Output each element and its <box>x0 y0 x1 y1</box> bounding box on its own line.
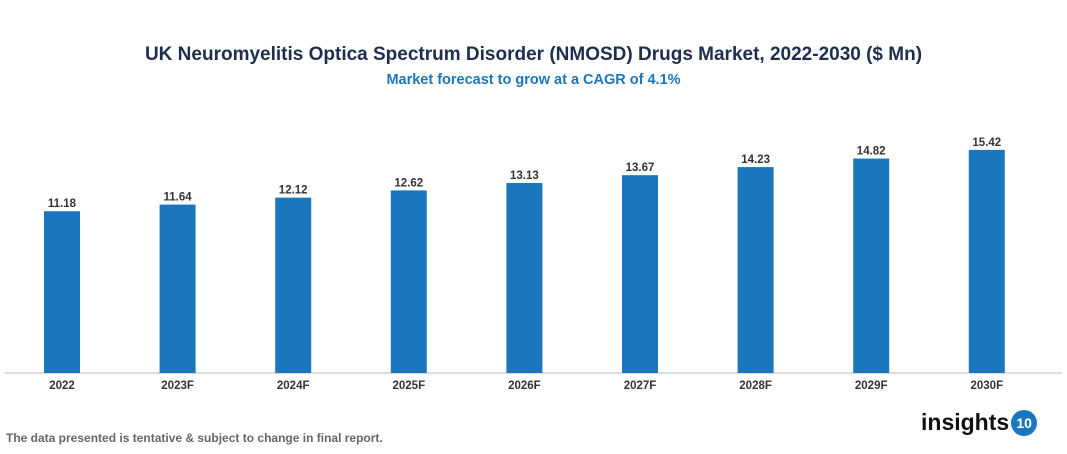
bar-2030F <box>968 149 1005 373</box>
x-tick-label-2028F: 2028F <box>739 380 772 392</box>
data-label-2022: 11.18 <box>48 198 77 210</box>
logo-badge: 10 <box>1011 409 1038 436</box>
data-label-2023F: 11.64 <box>164 192 193 204</box>
insights10-logo: insights 10 <box>921 409 1038 436</box>
bar-2027F <box>622 175 658 373</box>
x-tick-label-2025F: 2025F <box>392 380 425 392</box>
chart-subtitle: Market forecast to grow at a CAGR of 4.1… <box>386 72 681 88</box>
chart-title: UK Neuromyelitis Optica Spectrum Disorde… <box>144 44 923 65</box>
bar-2029F <box>853 158 890 373</box>
logo-text: insights <box>921 409 1010 435</box>
data-label-2026F: 13.13 <box>510 170 539 182</box>
x-tick-label-2023F: 2023F <box>161 380 194 392</box>
x-tick-label-2029F: 2029F <box>855 380 888 392</box>
bar-2024F <box>275 197 312 373</box>
data-label-2024F: 12.12 <box>279 185 308 197</box>
bar-2022 <box>44 211 80 373</box>
bar-2025F <box>390 190 427 373</box>
x-tick-label-2027F: 2027F <box>624 380 657 392</box>
bar-2026F <box>506 183 543 373</box>
x-tick-label-2030F: 2030F <box>970 380 1003 392</box>
x-tick-label-2026F: 2026F <box>508 380 541 392</box>
data-label-2030F: 15.42 <box>972 137 1001 149</box>
x-tick-label-2024F: 2024F <box>277 380 310 392</box>
disclaimer-note: The data presented is tentative & subjec… <box>6 431 383 445</box>
bar-2028F <box>737 167 774 373</box>
data-label-2027F: 13.67 <box>626 162 655 174</box>
data-label-2029F: 14.82 <box>857 146 886 158</box>
x-tick-label-2022: 2022 <box>49 380 75 392</box>
data-label-2025F: 12.62 <box>394 177 423 189</box>
bar-2023F <box>159 204 196 373</box>
data-label-2028F: 14.23 <box>741 154 770 166</box>
